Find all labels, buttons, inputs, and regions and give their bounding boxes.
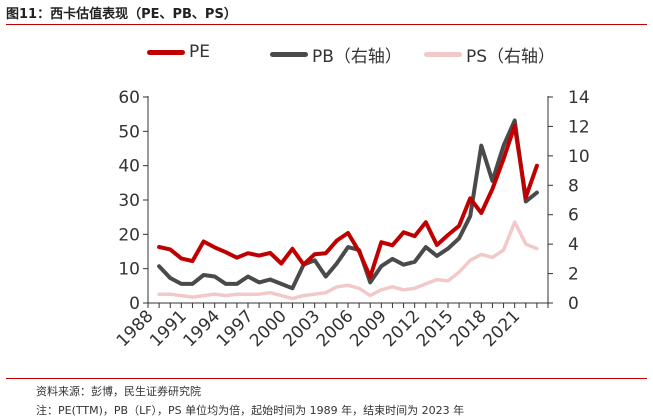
x-tick-label: 2000 [246, 306, 291, 351]
footer-divider [6, 378, 647, 379]
legend-swatch-pe [147, 49, 185, 55]
right-tick-label: 12 [568, 117, 590, 137]
left-tick-label: 40 [118, 157, 140, 177]
x-tick-label: 2003 [279, 306, 324, 351]
chart-legend: PE PB（右轴） PS（右轴） [0, 42, 653, 70]
legend-item-pe: PE [147, 42, 210, 62]
left-tick-label: 0 [129, 294, 140, 314]
legend-label-pe: PE [189, 42, 210, 62]
x-tick-label: 2021 [479, 306, 524, 351]
left-tick-label: 60 [118, 88, 140, 108]
legend-label-pb: PB（右轴） [312, 47, 402, 67]
right-tick-label: 8 [568, 176, 579, 196]
figure-title: 图11：西卡估值表现（PE、PB、PS） [6, 7, 237, 22]
ps-series-line [157, 220, 539, 301]
x-tick-label: 2006 [313, 306, 358, 351]
left-tick-label: 50 [118, 122, 140, 142]
right-tick-label: 6 [568, 206, 579, 226]
x-tick-label: 1991 [146, 306, 191, 351]
x-tick-label: 2015 [413, 306, 458, 351]
source-note: 资料来源：彭博，民生证券研究院 [36, 385, 201, 398]
right-tick-label: 14 [568, 88, 590, 108]
x-tick-label: 2009 [346, 306, 391, 351]
legend-swatch-ps [424, 52, 462, 57]
x-tick-label: 1994 [179, 306, 224, 351]
valuation-line-chart: 0102030405060024681012141988199119941997… [113, 88, 590, 351]
x-tick-label: 1997 [213, 306, 258, 351]
left-tick-label: 10 [118, 260, 140, 280]
right-tick-label: 10 [568, 147, 590, 167]
right-tick-label: 0 [568, 294, 579, 314]
right-tick-label: 4 [568, 235, 579, 255]
legend-label-ps: PS（右轴） [466, 47, 556, 67]
left-tick-label: 30 [118, 191, 140, 211]
legend-swatch-pb [270, 52, 308, 57]
pb-series-line [157, 118, 539, 291]
legend-item-pb: PB（右轴） [270, 42, 402, 67]
right-tick-label: 2 [568, 265, 579, 285]
pe-series-line [157, 123, 539, 279]
x-tick-label: 2018 [446, 306, 491, 351]
title-divider [6, 24, 647, 25]
footnote: 注：PE(TTM)，PB（LF），PS 单位均为倍，起始时间为 1989 年，结… [36, 404, 465, 417]
legend-item-ps: PS（右轴） [424, 42, 555, 67]
left-tick-label: 20 [118, 225, 140, 245]
x-tick-label: 2012 [379, 306, 424, 351]
